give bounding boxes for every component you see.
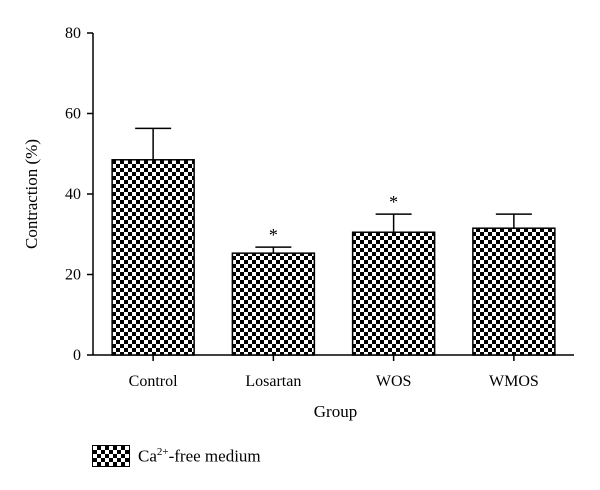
significance-marker: * (269, 225, 278, 245)
bar (231, 252, 316, 356)
labels: Contraction (%) Control Losartan * WOS * WMOS G… (22, 139, 539, 421)
y-tick-label: 20 (65, 267, 81, 284)
x-tick-label: Losartan (245, 373, 301, 390)
y-tick-label: 60 (65, 106, 81, 123)
bar (111, 159, 195, 356)
y-tick-label: 80 (65, 25, 81, 42)
bars (111, 127, 556, 356)
legend: Ca2+-free medium (92, 443, 261, 469)
legend-superscript: 2+ (156, 445, 169, 458)
bar (472, 227, 556, 356)
bar-chart: 0 20 40 60 80 Contraction (%) Control Losartan… (22, 25, 574, 421)
legend-swatch (92, 445, 130, 467)
legend-prefix: Ca (138, 446, 157, 466)
x-tick-label: WMOS (489, 373, 539, 390)
legend-suffix: -free medium (168, 446, 261, 466)
y-tick-label: 0 (73, 347, 81, 364)
significance-marker: * (389, 192, 398, 212)
x-tick-label: Control (129, 373, 178, 390)
x-axis-title: Group (314, 402, 357, 421)
legend-label: Ca2+-free medium (138, 446, 261, 467)
y-tick-label: 40 (65, 186, 81, 203)
x-tick-label: WOS (376, 373, 412, 390)
y-axis-title: Contraction (%) (22, 139, 41, 249)
bar (351, 231, 436, 356)
